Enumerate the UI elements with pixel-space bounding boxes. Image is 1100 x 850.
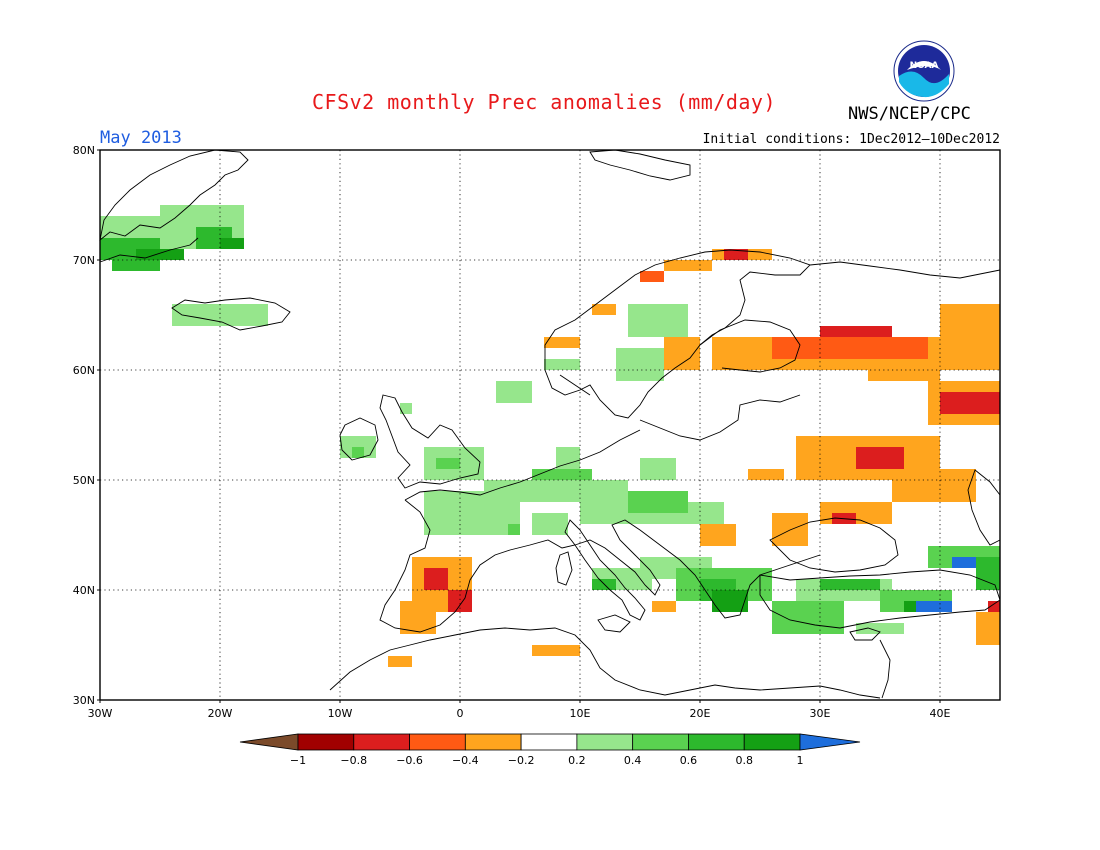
anomaly-cell: [520, 480, 628, 502]
colorbar-segment: [688, 733, 745, 751]
anomaly-cell: [424, 568, 448, 590]
anomaly-cell: [952, 557, 988, 568]
agency-label: NWS/NCEP/CPC: [848, 104, 971, 124]
anomaly-cell: [616, 348, 664, 381]
anomaly-cell: [724, 249, 748, 260]
anomaly-cell: [712, 590, 748, 612]
lon-tick-label: 10E: [570, 707, 591, 720]
anomaly-cell: [892, 469, 976, 502]
anomaly-cell: [544, 359, 580, 370]
anomaly-cell: [400, 403, 412, 414]
lat-tick-label: 70N: [73, 254, 95, 267]
colorbar-label: 1: [797, 754, 804, 767]
anomaly-cell: [532, 469, 592, 480]
anomaly-cell: [664, 260, 712, 271]
map-frame: [99, 149, 1001, 701]
anomaly-cell: [628, 304, 688, 337]
lat-tick-label: 60N: [73, 364, 95, 377]
colorbar-segment: [520, 733, 578, 751]
anomaly-cell: [640, 271, 664, 282]
anomaly-cell: [172, 304, 268, 326]
anomaly-cell: [352, 447, 364, 458]
colorbar: −1 −0.8 −0.6 −0.4 −0.2 0.2 0.4 0.6 0.8 1: [239, 733, 861, 767]
anomaly-cell: [772, 337, 928, 359]
noaa-logo-icon: NOAA: [893, 40, 955, 102]
anomaly-cell: [856, 447, 904, 469]
anomaly-cell: [820, 326, 892, 337]
anomaly-cell: [436, 458, 460, 469]
lon-tick-label: 40E: [930, 707, 951, 720]
anomaly-cell: [940, 304, 1000, 348]
initial-conditions: Initial conditions: 1Dec2012–10Dec2012: [702, 132, 1000, 147]
colorbar-label: −0.2: [508, 754, 535, 767]
anomaly-cell: [868, 370, 940, 381]
lon-tick-label: 30W: [88, 707, 113, 720]
coastlines: [99, 149, 1001, 699]
colorbar-segment: [297, 733, 355, 751]
colorbar-segment: [464, 733, 522, 751]
colorbar-label: −1: [290, 754, 306, 767]
anomaly-cell: [628, 491, 688, 513]
anomaly-cell: [496, 381, 532, 403]
colorbar-segment: [409, 733, 466, 751]
colorbar-left-arrow: [239, 733, 299, 751]
colorbar-label: 0.4: [624, 754, 642, 767]
colorbar-label: 0.8: [735, 754, 753, 767]
forecast-month: May 2013: [100, 128, 182, 148]
svg-text:NOAA: NOAA: [910, 61, 939, 71]
anomaly-cell: [772, 513, 808, 546]
anomaly-cell: [220, 238, 244, 249]
lon-tick-label: 10W: [328, 707, 353, 720]
anomaly-cell: [772, 601, 844, 634]
chart-title: CFSv2 monthly Prec anomalies (mm/day): [312, 90, 777, 114]
anomaly-cell: [532, 645, 580, 656]
lon-tick-label: 20W: [208, 707, 233, 720]
colorbar-label: −0.8: [340, 754, 367, 767]
colorbar-segment: [576, 733, 634, 751]
anomaly-cell: [748, 469, 784, 480]
colorbar-segment: [743, 733, 801, 751]
lat-tick-label: 80N: [73, 144, 95, 157]
anomaly-cells: [100, 205, 1000, 667]
anomaly-cell: [664, 337, 700, 370]
lat-tick-label: 50N: [73, 474, 95, 487]
anomaly-cell: [820, 579, 880, 590]
anomaly-cell: [136, 249, 184, 260]
lon-tick-label: 0: [457, 707, 464, 720]
anomaly-cell: [112, 260, 160, 271]
colorbar-label: −0.4: [452, 754, 479, 767]
colorbar-label: 0.6: [680, 754, 698, 767]
anomaly-cell: [976, 403, 1000, 414]
anomaly-cell: [592, 304, 616, 315]
anomaly-cell: [976, 612, 1000, 645]
anomaly-cell: [640, 458, 676, 480]
anomaly-cell: [556, 447, 580, 469]
anomaly-cell: [508, 524, 520, 535]
anomaly-cell: [988, 601, 1000, 612]
anomaly-cell: [976, 557, 1000, 590]
colorbar-segment: [632, 733, 689, 751]
lon-tick-label: 30E: [810, 707, 831, 720]
anomaly-cell: [652, 601, 676, 612]
colorbar-label: −0.6: [396, 754, 423, 767]
graticule: [100, 150, 1000, 700]
anomaly-cell: [400, 601, 436, 634]
anomaly-cell: [856, 623, 904, 634]
lon-tick-label: 20E: [690, 707, 711, 720]
anomaly-cell: [532, 513, 568, 535]
colorbar-label: 0.2: [568, 754, 586, 767]
colorbar-segment: [353, 733, 410, 751]
anomaly-cell: [100, 216, 172, 238]
anomaly-cell: [388, 656, 412, 667]
anomaly-cell: [916, 601, 952, 612]
colorbar-right-arrow: [799, 733, 861, 751]
anomaly-cell: [544, 337, 580, 348]
anomaly-cell: [700, 524, 736, 546]
lat-tick-label: 30N: [73, 694, 95, 707]
lat-tick-label: 40N: [73, 584, 95, 597]
